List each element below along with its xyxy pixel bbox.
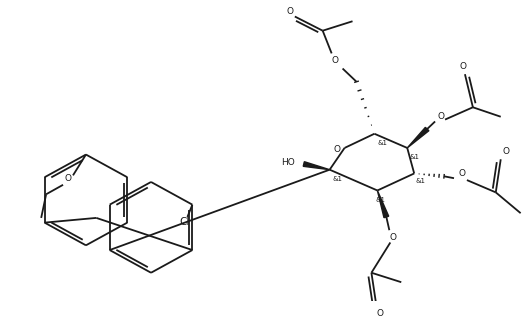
Text: &1: &1 <box>377 140 387 146</box>
Text: O: O <box>64 174 72 183</box>
Text: O: O <box>333 145 340 154</box>
Text: &1: &1 <box>409 154 419 160</box>
Text: &1: &1 <box>375 197 385 203</box>
Text: O: O <box>460 62 466 71</box>
Text: O: O <box>390 233 397 242</box>
Text: HO: HO <box>281 158 295 167</box>
Polygon shape <box>377 191 389 218</box>
Polygon shape <box>407 127 429 148</box>
Text: O: O <box>377 309 384 317</box>
Text: O: O <box>437 112 445 121</box>
Text: O: O <box>502 147 509 156</box>
Text: Cl: Cl <box>179 217 190 227</box>
Text: O: O <box>331 56 338 65</box>
Text: O: O <box>286 7 294 16</box>
Text: &1: &1 <box>333 176 343 182</box>
Polygon shape <box>303 162 330 170</box>
Text: O: O <box>458 169 465 178</box>
Text: &1: &1 <box>415 178 425 184</box>
